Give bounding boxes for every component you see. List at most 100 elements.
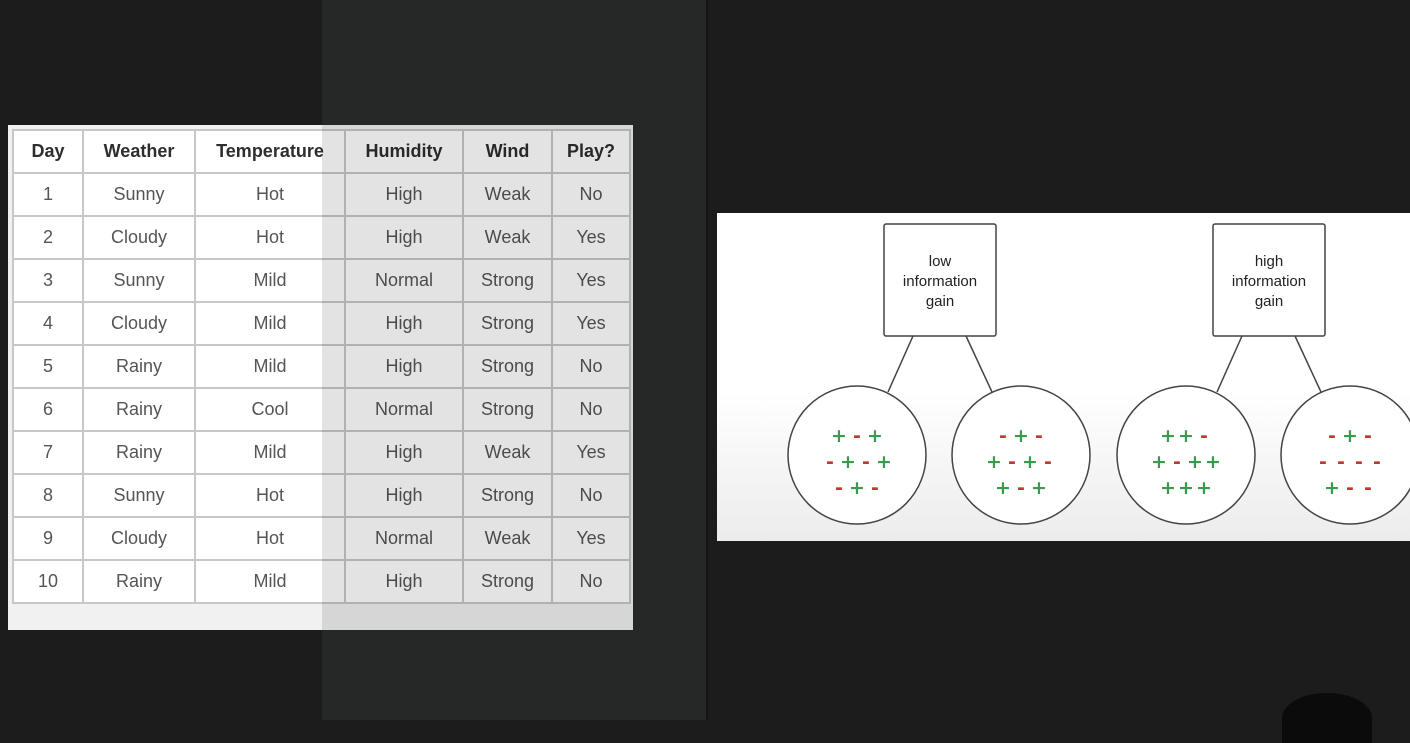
minus-sign: -	[826, 451, 834, 473]
plus-sign: +	[1187, 451, 1203, 473]
plus-sign: +	[1342, 425, 1358, 447]
cell-temperature: Hot	[194, 215, 346, 260]
cell-humidity: High	[344, 473, 464, 518]
cell-humidity: High	[344, 344, 464, 389]
minus-sign: -	[1008, 451, 1016, 473]
plus-sign: +	[1022, 451, 1038, 473]
table-row: 4 Cloudy Mild High Strong Yes	[12, 301, 631, 346]
plus-sign: +	[1178, 425, 1194, 447]
plus-sign: +	[1178, 477, 1194, 499]
cell-play: No	[551, 473, 631, 518]
table-row: 9 Cloudy Hot Normal Weak Yes	[12, 516, 631, 561]
table-body: 1 Sunny Hot High Weak No 2 Cloudy Hot High Weak Yes…	[12, 172, 631, 604]
cell-temperature: Mild	[194, 258, 346, 303]
minus-sign: -	[835, 477, 843, 499]
cell-play: Yes	[551, 430, 631, 475]
minus-sign: -	[1346, 477, 1354, 499]
minus-sign: -	[1355, 451, 1363, 473]
cell-weather: Rainy	[82, 344, 196, 389]
cell-temperature: Mild	[194, 301, 346, 346]
minus-sign: -	[862, 451, 870, 473]
cell-play: Yes	[551, 301, 631, 346]
cell-temperature: Mild	[194, 430, 346, 475]
cell-humidity: High	[344, 301, 464, 346]
cell-wind: Weak	[462, 430, 553, 475]
cell-day: 2	[12, 215, 84, 260]
cell-temperature: Mild	[194, 559, 346, 604]
column-header-weather: Weather	[82, 129, 196, 174]
plus-sign: +	[1196, 477, 1212, 499]
cell-temperature: Hot	[194, 516, 346, 561]
cell-wind: Strong	[462, 301, 553, 346]
plus-sign: +	[840, 451, 856, 473]
table-row: 7 Rainy Mild High Weak Yes	[12, 430, 631, 475]
table-row: 2 Cloudy Hot High Weak Yes	[12, 215, 631, 260]
table-row: 8 Sunny Hot High Strong No	[12, 473, 631, 518]
plus-sign: +	[995, 477, 1011, 499]
table-row: 3 Sunny Mild Normal Strong Yes	[12, 258, 631, 303]
split-node-box	[883, 223, 997, 337]
table-row: 6 Rainy Cool Normal Strong No	[12, 387, 631, 432]
cell-wind: Strong	[462, 473, 553, 518]
cell-day: 5	[12, 344, 84, 389]
plus-sign: +	[1160, 425, 1176, 447]
cell-play: No	[551, 172, 631, 217]
background-divider	[706, 0, 708, 720]
cell-weather: Sunny	[82, 172, 196, 217]
cell-day: 10	[12, 559, 84, 604]
cell-wind: Strong	[462, 387, 553, 432]
presenter-silhouette	[1282, 693, 1372, 743]
cell-wind: Strong	[462, 559, 553, 604]
column-header-day: Day	[12, 129, 84, 174]
column-header-humidity: Humidity	[344, 129, 464, 174]
minus-sign: -	[1328, 425, 1336, 447]
cell-weather: Sunny	[82, 258, 196, 303]
weather-table-card: Day Weather Temperature Humidity Wind Pl…	[8, 125, 633, 630]
cell-weather: Cloudy	[82, 215, 196, 260]
minus-sign: -	[1364, 425, 1372, 447]
cell-temperature: Mild	[194, 344, 346, 389]
cell-wind: Strong	[462, 344, 553, 389]
tree-edge	[965, 335, 993, 393]
cell-play: Yes	[551, 258, 631, 303]
cell-wind: Weak	[462, 172, 553, 217]
table-row: 5 Rainy Mild High Strong No	[12, 344, 631, 389]
cell-humidity: High	[344, 430, 464, 475]
cell-day: 7	[12, 430, 84, 475]
cell-play: Yes	[551, 215, 631, 260]
cell-humidity: Normal	[344, 387, 464, 432]
minus-sign: -	[1373, 451, 1381, 473]
cell-play: No	[551, 344, 631, 389]
cell-day: 3	[12, 258, 84, 303]
split-node-box	[1212, 223, 1326, 337]
minus-sign: -	[1173, 451, 1181, 473]
tree-edge	[1216, 335, 1243, 393]
split-node-label-line: information	[1232, 273, 1306, 290]
cell-day: 8	[12, 473, 84, 518]
cell-wind: Strong	[462, 258, 553, 303]
cell-humidity: Normal	[344, 516, 464, 561]
minus-sign: -	[1337, 451, 1345, 473]
table-row: 1 Sunny Hot High Weak No	[12, 172, 631, 217]
cell-humidity: High	[344, 172, 464, 217]
minus-sign: -	[1200, 425, 1208, 447]
split-node-label-line: information	[903, 273, 977, 290]
minus-sign: -	[1364, 477, 1372, 499]
split-node-label-line: gain	[1255, 293, 1283, 310]
cell-play: No	[551, 559, 631, 604]
split-node-label-line: gain	[926, 293, 954, 310]
column-header-wind: Wind	[462, 129, 553, 174]
cell-day: 1	[12, 172, 84, 217]
cell-weather: Sunny	[82, 473, 196, 518]
plus-sign: +	[1031, 477, 1047, 499]
plus-sign: +	[1205, 451, 1221, 473]
table-row: 10 Rainy Mild High Strong No	[12, 559, 631, 604]
plus-sign: +	[876, 451, 892, 473]
cell-weather: Rainy	[82, 387, 196, 432]
cell-temperature: Hot	[194, 473, 346, 518]
minus-sign: -	[1017, 477, 1025, 499]
cell-weather: Rainy	[82, 430, 196, 475]
